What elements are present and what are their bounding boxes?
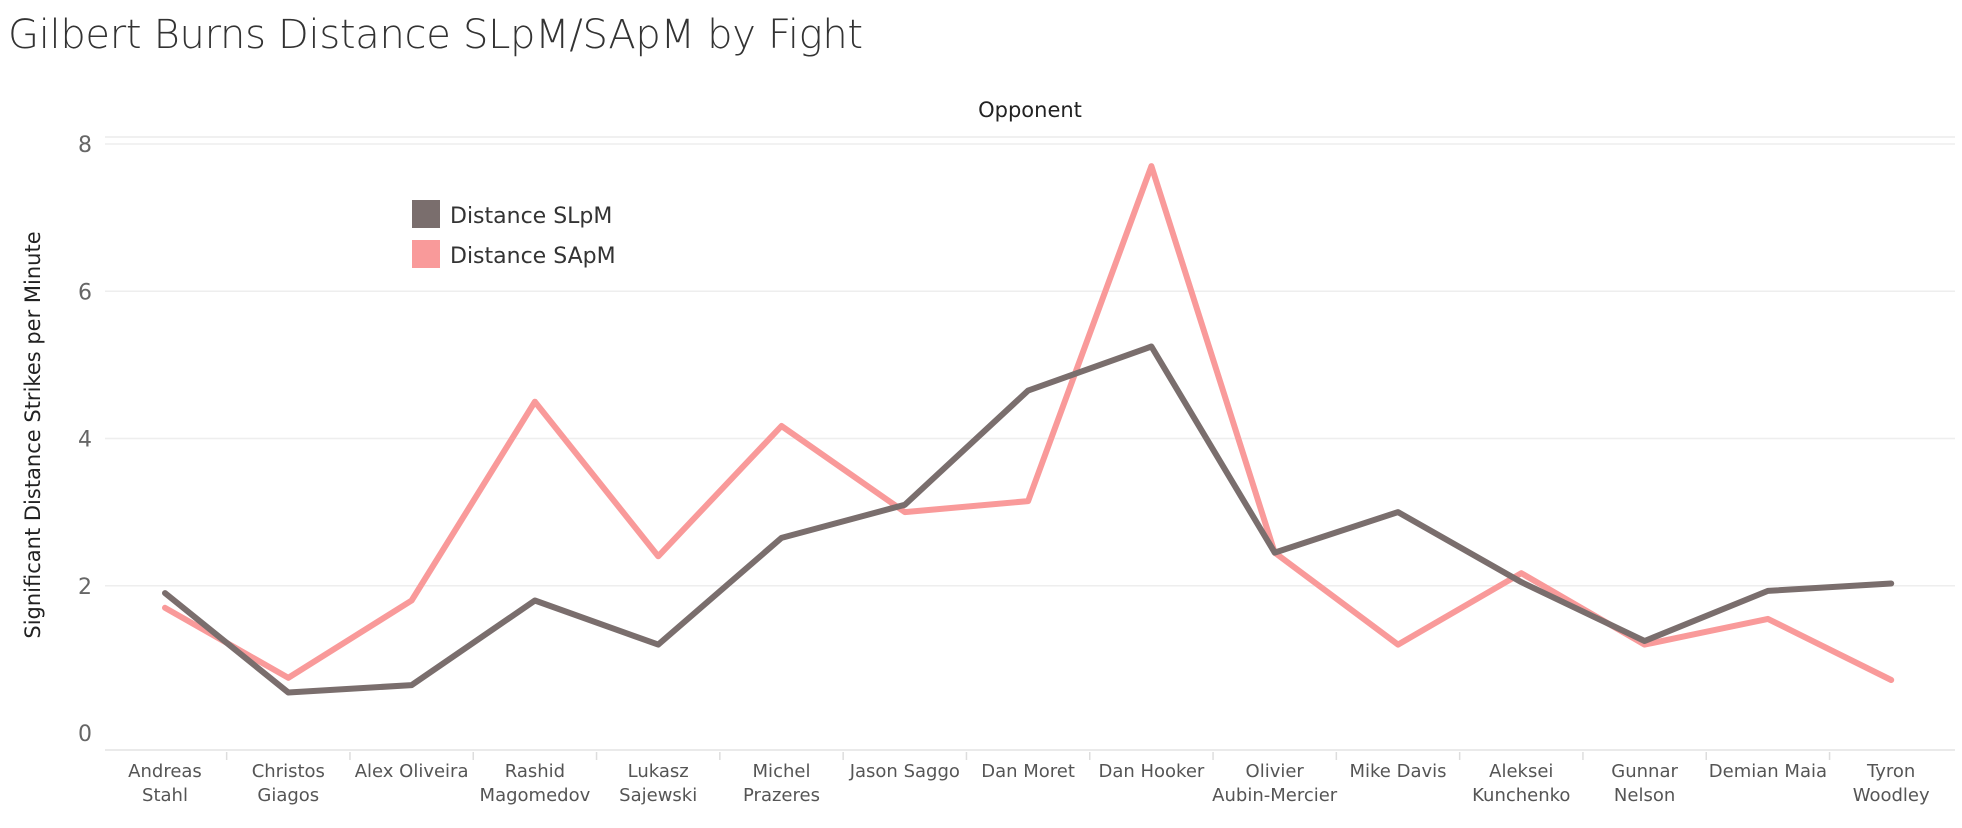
grid [105,136,1955,751]
legend-swatch [412,240,440,268]
series-line-distance-slpm [162,343,1895,696]
x-tick-label: Alex Oliveira [355,761,469,782]
x-tick-label: Tyron Woodley [1853,761,1930,806]
legend: Distance SLpM Distance SApM [412,200,616,269]
x-tick-label: Michel Prazeres [743,761,820,806]
legend-label: Distance SLpM [450,204,612,229]
y-tick-label: 0 [78,722,92,747]
x-axis-categories: Andreas Stahl Christos Giagos Alex Oliveira R… [128,752,1930,806]
x-tick-label: Dan Moret [981,761,1075,782]
x-tick-label: Mike Davis [1349,761,1446,782]
chart-title: Gilbert Burns Distance SLpM/SApM by Figh… [8,12,863,58]
y-tick-label: 4 [78,428,92,453]
x-tick-label: Olivier Aubin-Mercier [1212,761,1338,806]
y-axis-title: Significant Distance Strikes per Minute [21,231,45,638]
x-tick-label: Demian Maia [1709,761,1827,782]
y-tick-label: 8 [78,133,92,158]
x-tick-label: Aleksei Kunchenko [1472,761,1570,806]
x-tick-label: Christos Giagos [252,761,325,806]
y-tick-label: 2 [78,575,92,600]
x-tick-label: Jason Saggo [849,761,960,782]
x-tick-label: Andreas Stahl [128,761,202,806]
x-tick-label: Gunnar Nelson [1611,761,1678,806]
x-tick-label: Rashid Magomedov [480,761,591,806]
x-axis-title: Opponent [978,98,1082,122]
x-tick-label: Lukasz Sajewski [619,761,697,806]
y-tick-label: 6 [78,280,92,305]
legend-label: Distance SApM [450,244,616,269]
series-lines [162,163,1895,696]
x-tick-label: Dan Hooker [1098,761,1204,782]
legend-swatch [412,200,440,228]
y-axis-ticks: 0 2 4 6 8 [78,133,92,747]
